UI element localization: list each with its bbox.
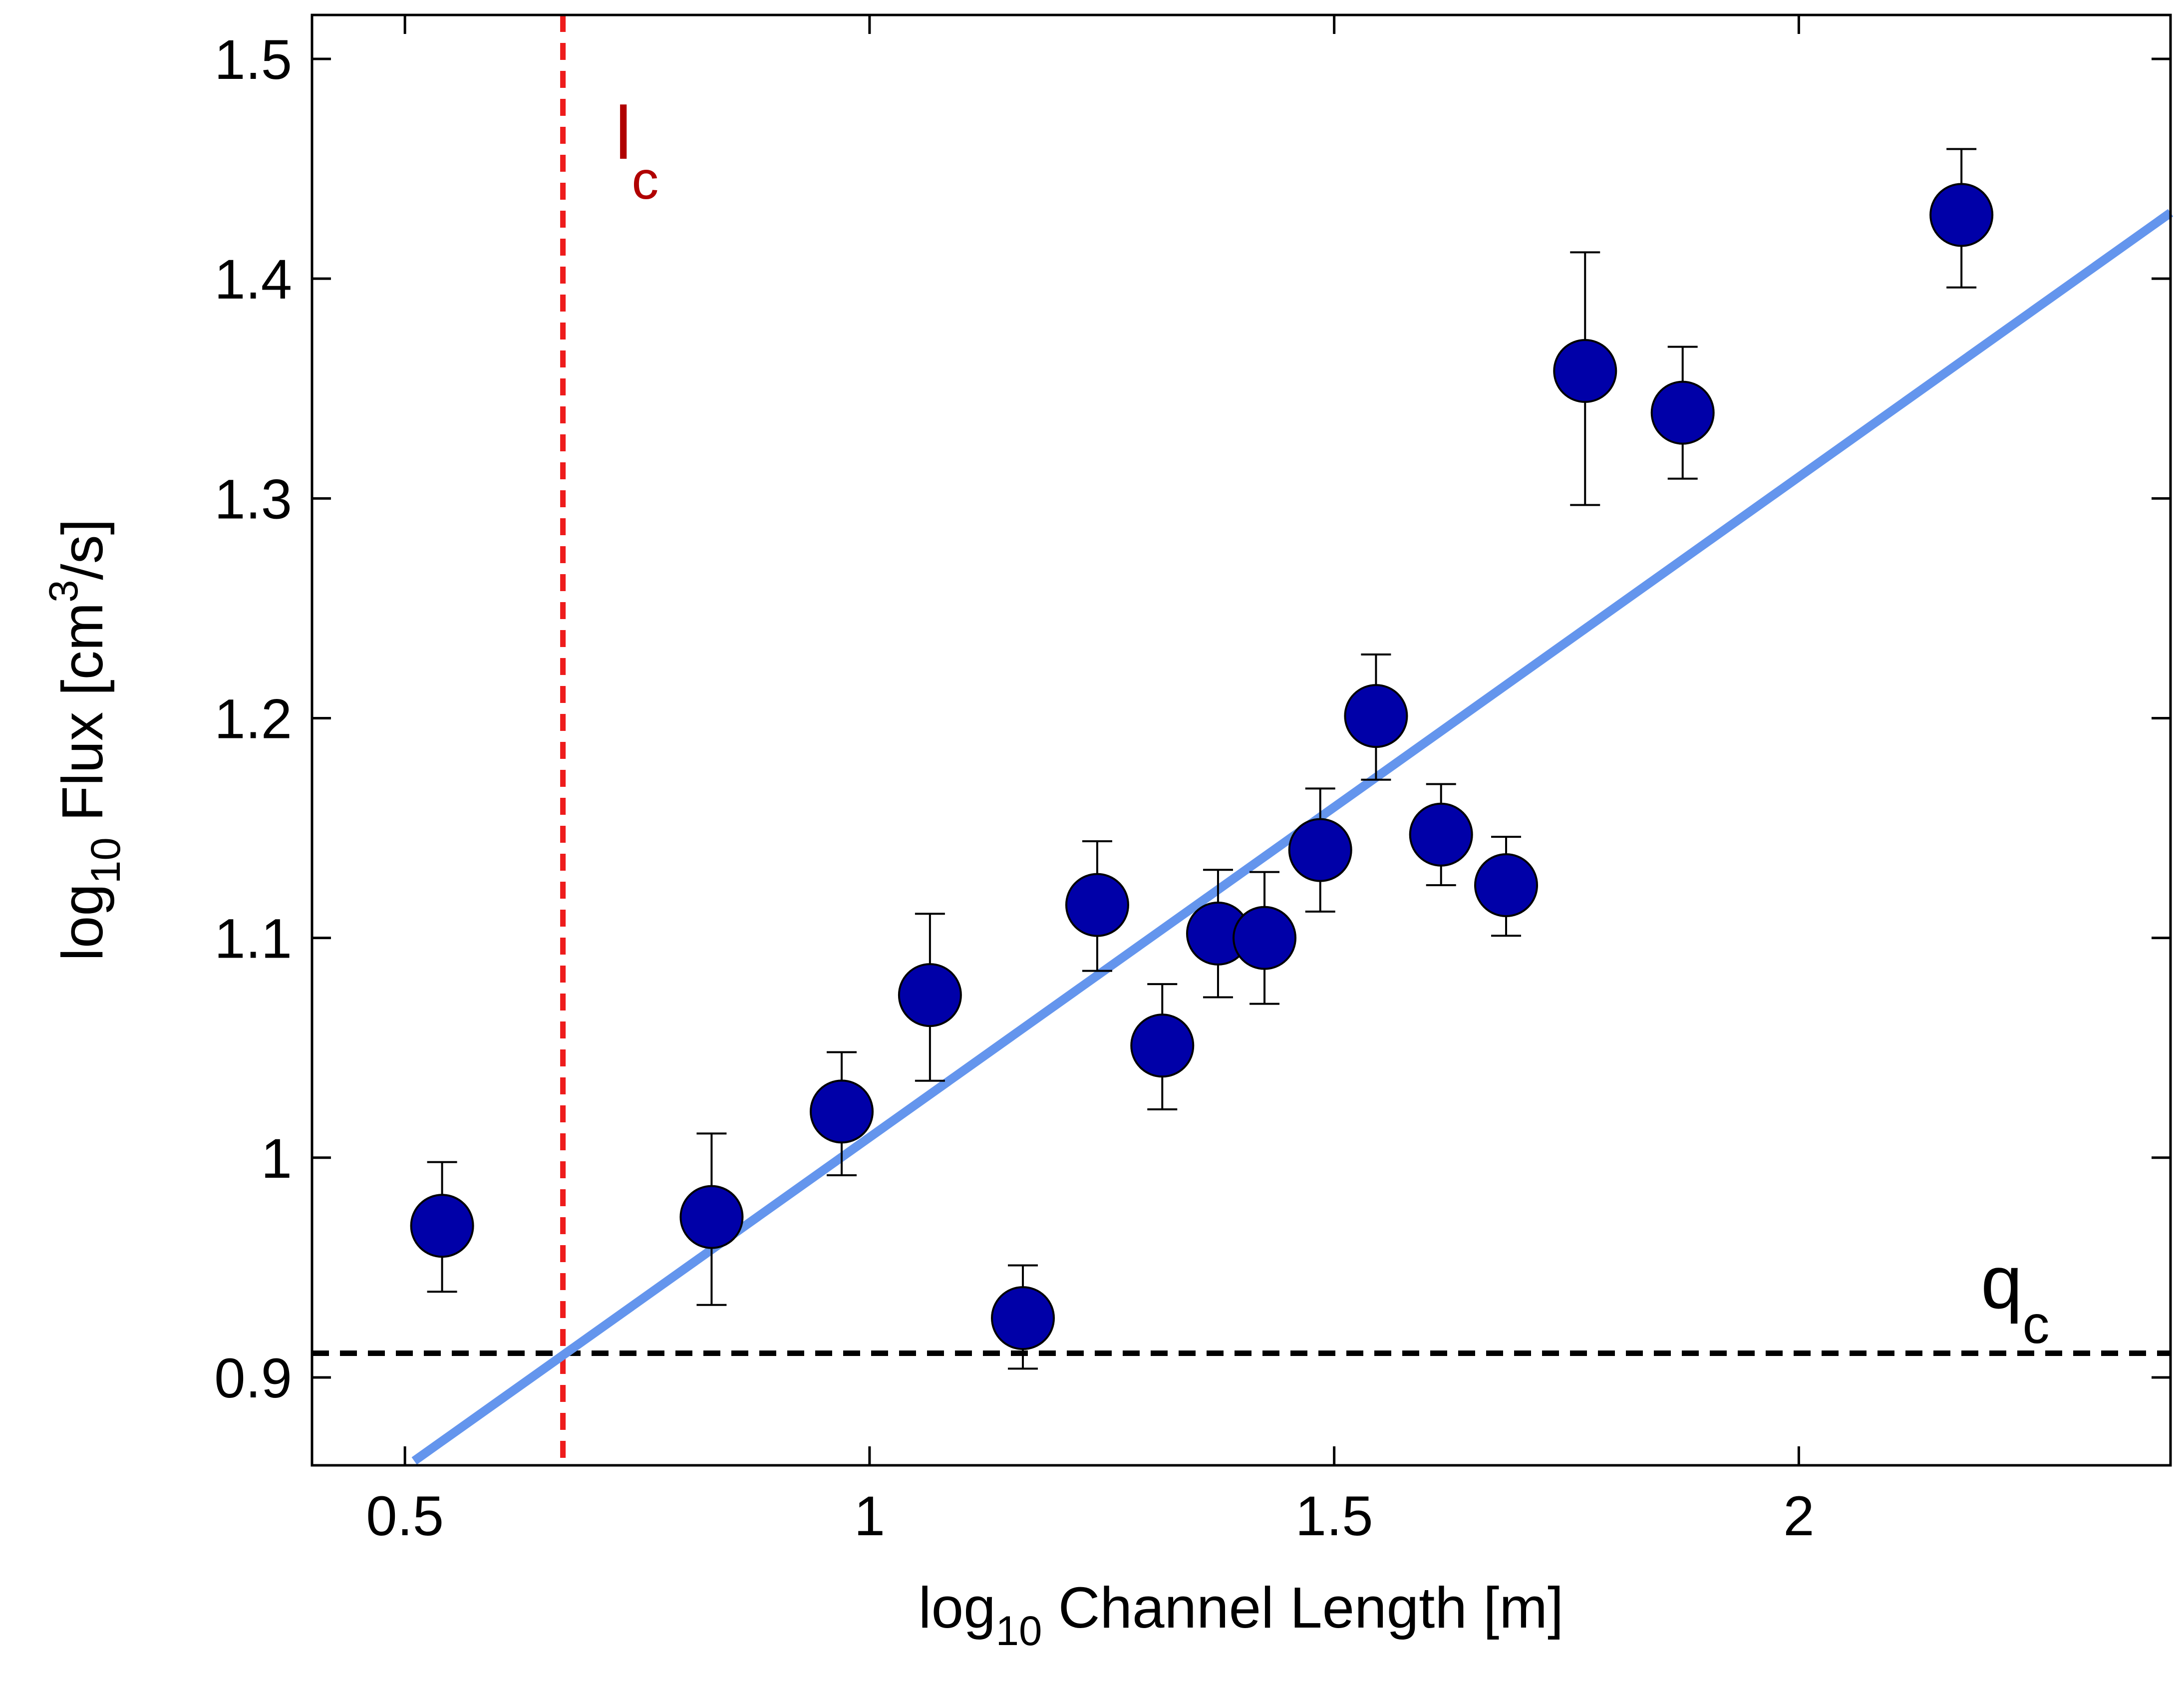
critical-length-label-subscript: c (631, 150, 658, 210)
data-point-group (1288, 787, 1352, 913)
data-point-group (679, 1132, 744, 1306)
data-point-group (1130, 983, 1195, 1110)
x-axis-label-subscript: 10 (996, 1607, 1042, 1654)
data-point (1474, 853, 1539, 917)
data-point (1929, 183, 1994, 247)
data-point (1288, 818, 1352, 882)
data-point-group (1344, 653, 1408, 781)
y-tick-label: 0.9 (214, 1347, 292, 1409)
data-point-group (1474, 836, 1539, 937)
y-tick-label: 1.5 (214, 28, 292, 91)
data-point (1344, 684, 1408, 748)
y-tick-label: 1.3 (214, 468, 292, 530)
x-tick-label: 0.5 (366, 1485, 444, 1547)
x-axis-label: log10 Channel Length [m] (919, 1575, 1563, 1654)
data-point-group (410, 1161, 474, 1293)
plot-layer (312, 15, 2174, 1465)
y-tick-label: 1.1 (214, 908, 292, 970)
data-point-group (898, 913, 962, 1082)
y-axis-label-superscript: 3 (41, 580, 86, 603)
data-point (1409, 802, 1473, 867)
data-point-group (1233, 871, 1297, 1005)
x-axis-label-rest: Channel Length [m] (1042, 1575, 1564, 1640)
data-point (1233, 906, 1297, 970)
y-axis-label-subscript: 10 (82, 837, 129, 884)
data-point (1553, 339, 1617, 403)
y-axis-label: log10 Flux [cm3/s] (41, 519, 129, 961)
data-point-group (1650, 345, 1715, 480)
axes-frame (311, 13, 2172, 1467)
data-point-group (1186, 869, 1250, 999)
data-point (1650, 380, 1715, 445)
y-tick-label: 1.2 (214, 687, 292, 750)
y-axis-label-end: /s] (50, 519, 115, 580)
critical-length-label-base: l (615, 91, 631, 175)
critical-flux-label-base: q (1981, 1240, 2022, 1324)
x-axis-label-base: log (919, 1575, 996, 1640)
critical-flux-label: qc (1981, 1240, 2049, 1354)
x-tick-label: 1 (854, 1485, 885, 1547)
data-point-group (1929, 148, 1994, 289)
data-point (898, 963, 962, 1027)
data-point-group (1065, 840, 1129, 972)
x-tick-label: 1.5 (1295, 1485, 1373, 1547)
data-point-group (810, 1051, 874, 1176)
y-axis-label-base: log (50, 884, 115, 961)
critical-length-label: lc (615, 91, 658, 210)
y-tick-label: 1 (261, 1127, 292, 1190)
data-point (991, 1286, 1055, 1350)
data-point (1130, 1013, 1195, 1078)
y-tick-label: 1.4 (214, 248, 292, 311)
data-point-group (1409, 783, 1473, 886)
data-point-group (1553, 251, 1617, 506)
data-point-group (991, 1264, 1055, 1370)
data-point (1065, 873, 1129, 937)
data-point (810, 1079, 874, 1144)
critical-flux-label-subscript: c (2022, 1294, 2049, 1354)
y-axis-label-mid: Flux [cm (50, 603, 115, 837)
x-tick-label: 2 (1783, 1485, 1814, 1547)
data-point (410, 1194, 474, 1258)
data-point (679, 1185, 744, 1249)
ticks-layer: 0.5 1 1.5 2 0.9 1 1.1 1.2 1.3 1.4 1.5 (214, 15, 2171, 1547)
